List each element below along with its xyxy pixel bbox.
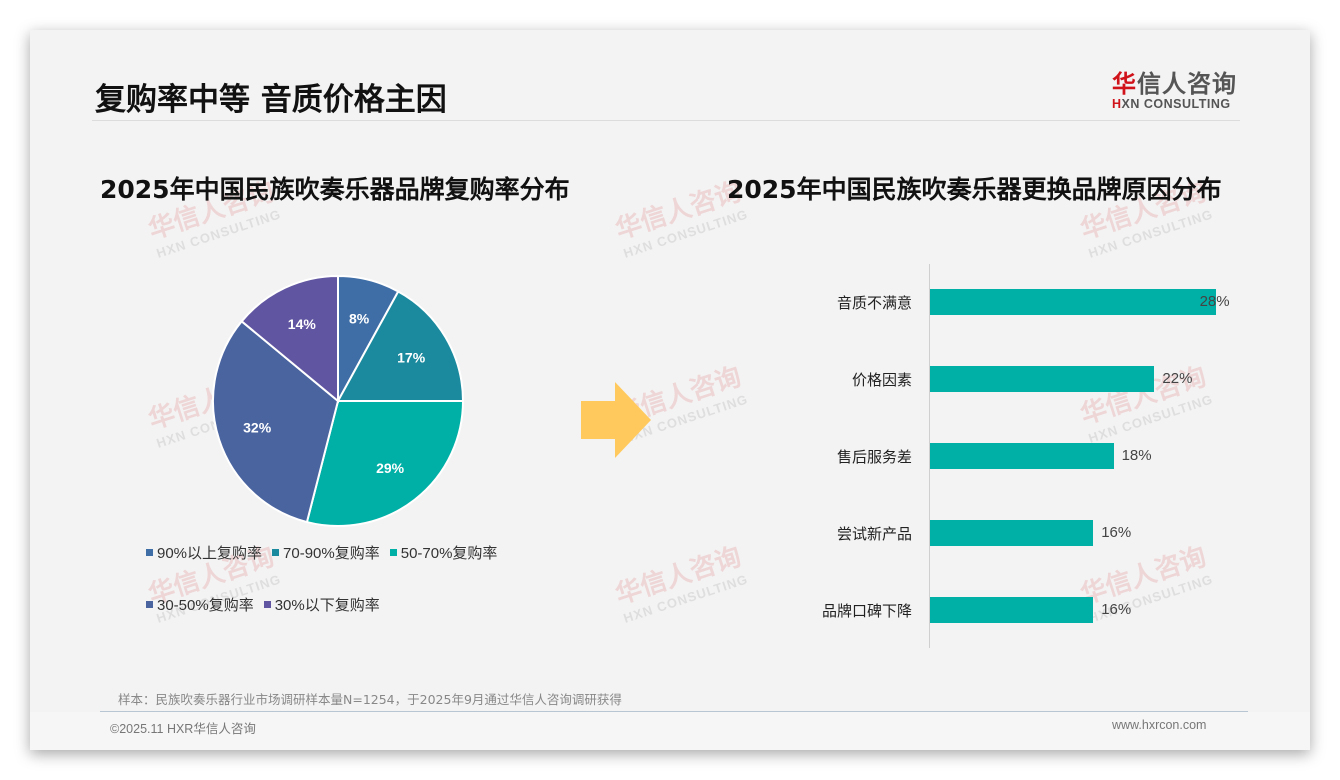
bar — [930, 597, 1094, 623]
bar — [930, 520, 1094, 546]
bar-category-label: 价格因素 — [851, 371, 912, 389]
watermark-en: HXN CONSULTING — [1086, 206, 1215, 261]
bar-value-label: 22% — [1162, 370, 1193, 387]
bar — [930, 289, 1216, 315]
logo-en-rest: XN CONSULTING — [1121, 97, 1231, 111]
legend-swatch — [146, 548, 153, 556]
legend-item: 90%以上复购率 — [146, 542, 262, 562]
legend-swatch — [272, 548, 280, 556]
watermark-en: HXN CONSULTING — [154, 206, 283, 261]
page-title: 复购率中等 音质价格主因 — [95, 82, 447, 118]
watermark-cn: 华信人咨询 — [1077, 541, 1210, 611]
legend-item: 30%以下复购率 — [263, 594, 380, 614]
pie-slice-label: 8% — [349, 311, 370, 327]
pie-slice — [305, 400, 465, 527]
slide: 复购率中等 音质价格主因 华信人咨询 HXN CONSULTING 华信人咨询 H… — [30, 30, 1310, 750]
right-arrow-icon — [581, 382, 651, 458]
pie-slice-label: 29% — [376, 460, 405, 476]
watermark-cn: 华信人咨询 — [612, 176, 745, 246]
watermark-cn: 华信人咨询 — [612, 541, 745, 611]
logo-en: HXN CONSULTING — [1112, 97, 1242, 111]
logo-en-red: H — [1112, 97, 1122, 111]
pie-slice — [240, 274, 339, 404]
legend-label: 30%以下复购率 — [274, 596, 380, 614]
copyright: ©2025.11 HXR华信人咨询 — [110, 722, 256, 736]
legend-swatch — [389, 548, 397, 556]
bar-value-label: 16% — [1101, 524, 1132, 541]
bar-value-label: 16% — [1101, 601, 1132, 618]
legend-swatch — [146, 600, 153, 608]
bar-value-label: 28% — [1199, 293, 1230, 310]
bar-category-label: 售后服务差 — [836, 448, 912, 466]
logo-cn: 华信人咨询 — [1112, 64, 1242, 99]
pie-slice-label: 17% — [397, 350, 426, 366]
pie-slice-label: 32% — [243, 419, 272, 435]
pie-slice — [212, 319, 340, 524]
sample-note: 样本：民族吹奏乐器行业市场调研样本量N=1254，于2025年9月通过华信人咨询… — [118, 692, 622, 707]
pie-legend: 90%以上复购率 70-90%复购率 50-70%复购率 30-50%复购率 30%以… — [146, 542, 566, 646]
bar-chart-axis — [929, 264, 930, 648]
bar-category-label: 品牌口碑下降 — [821, 602, 912, 620]
bar-chart-title: 2025年中国民族吹奏乐器更换品牌原因分布 — [727, 175, 1222, 204]
legend-label: 50-70%复购率 — [400, 544, 498, 562]
legend-swatch — [263, 600, 271, 608]
logo-cn-rest: 信人咨询 — [1137, 70, 1237, 98]
footer-divider — [100, 711, 1248, 712]
bar-value-label: 18% — [1121, 447, 1152, 464]
legend-label: 70-90%复购率 — [283, 544, 380, 562]
legend-item: 50-70%复购率 — [389, 542, 498, 562]
pie-chart-title: 2025年中国民族吹奏乐器品牌复购率分布 — [100, 175, 570, 204]
watermark-en: HXN CONSULTING — [621, 571, 750, 626]
footer-band — [30, 712, 1310, 750]
bar — [930, 366, 1155, 392]
pie-slice-label: 14% — [288, 316, 317, 332]
brand-logo: 华信人咨询 HXN CONSULTING — [1112, 64, 1242, 111]
watermark-en: HXN CONSULTING — [621, 206, 750, 261]
legend-row: 90%以上复购率 70-90%复购率 50-70%复购率 — [146, 542, 566, 594]
bar-category-label: 尝试新产品 — [836, 525, 912, 543]
legend-label: 90%以上复购率 — [157, 544, 263, 562]
bar-category-label: 音质不满意 — [836, 294, 912, 312]
legend-item: 70-90%复购率 — [272, 542, 380, 562]
bar — [930, 443, 1114, 469]
legend-row: 30-50%复购率 30%以下复购率 — [146, 594, 566, 646]
legend-item: 30-50%复购率 — [146, 594, 254, 614]
pie-slice — [336, 290, 465, 402]
website-link[interactable]: www.hxrcon.com — [1112, 718, 1207, 732]
watermark-en: HXN CONSULTING — [1086, 391, 1215, 446]
pie-chart: 8% 17% 29% 32% 14% — [212, 274, 465, 527]
title-divider — [92, 120, 1240, 121]
legend-label: 30-50%复购率 — [157, 596, 254, 614]
logo-cn-red: 华 — [1112, 70, 1137, 98]
